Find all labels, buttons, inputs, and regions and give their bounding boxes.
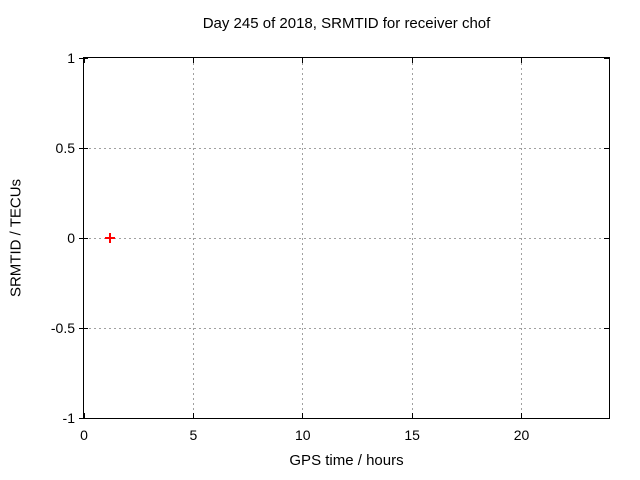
y-tick-label: -0.5 xyxy=(50,320,75,336)
y-tick-label: 0 xyxy=(67,230,75,246)
x-tick-mark-top xyxy=(302,58,304,63)
x-tick-mark-bottom xyxy=(411,413,413,418)
x-tick-mark-top xyxy=(83,58,85,63)
x-axis-label: GPS time / hours xyxy=(289,452,404,469)
y-tick-mark-right xyxy=(604,57,609,59)
x-tick-label: 15 xyxy=(404,427,420,443)
x-tick-label: 10 xyxy=(294,427,311,443)
gridline-horizontal xyxy=(84,327,609,329)
y-tick-mark-left xyxy=(79,57,88,59)
y-tick-label: 1 xyxy=(67,50,75,66)
y-tick-mark-right xyxy=(604,327,609,329)
y-tick-mark-left xyxy=(79,327,88,329)
gridline-horizontal xyxy=(84,147,609,149)
y-tick-label: -1 xyxy=(62,410,75,426)
x-tick-label: 0 xyxy=(80,427,88,443)
y-tick-mark-left xyxy=(79,237,88,239)
plot-area xyxy=(79,57,610,419)
y-tick-label: 0.5 xyxy=(55,140,75,156)
chart-title: Day 245 of 2018, SRMTID for receiver cho… xyxy=(202,15,491,32)
x-tick-mark-top xyxy=(521,58,522,63)
x-tick-mark-bottom xyxy=(521,413,522,418)
x-tick-mark-bottom xyxy=(302,413,304,418)
x-tick-label: 5 xyxy=(189,427,198,443)
y-tick-mark-right xyxy=(604,237,609,239)
y-tick-mark-left xyxy=(79,147,88,149)
y-tick-mark-right xyxy=(604,147,609,149)
plus-vertical-bar xyxy=(109,233,112,243)
x-tick-mark-top xyxy=(192,58,194,63)
x-tick-mark-top xyxy=(411,58,413,63)
x-tick-mark-bottom xyxy=(192,413,194,418)
y-tick-mark-left xyxy=(79,417,88,419)
x-tick-label: 20 xyxy=(513,427,530,443)
y-tick-mark-right xyxy=(604,417,609,419)
x-tick-mark-bottom xyxy=(83,413,85,418)
data-point-marker xyxy=(105,233,116,243)
gridline-horizontal xyxy=(84,237,609,239)
